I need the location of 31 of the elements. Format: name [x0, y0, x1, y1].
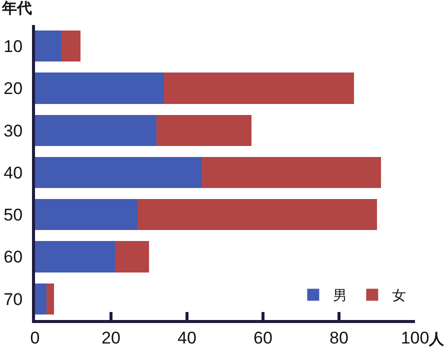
legend-label: 女	[392, 288, 406, 304]
x-tick-label: 80	[330, 328, 348, 348]
bar	[35, 114, 157, 146]
bar	[35, 241, 115, 272]
bar	[62, 30, 81, 62]
bar	[164, 72, 354, 104]
x-tick-label: 0	[30, 328, 40, 348]
y-tick-label: 30	[4, 121, 23, 140]
legend-label: 男	[333, 288, 348, 304]
bar	[114, 241, 149, 272]
bar	[46, 283, 54, 315]
x-tick-label: 20	[102, 328, 120, 348]
x-tick-label: 100	[400, 328, 430, 348]
y-axis-title: 年代	[1, 0, 32, 17]
x-tick-label: 60	[254, 328, 272, 348]
y-tick-label: 70	[4, 290, 23, 309]
bar	[35, 283, 46, 315]
bar	[35, 156, 202, 188]
bar	[156, 114, 252, 146]
bar	[202, 156, 381, 188]
y-tick-label: 20	[4, 79, 23, 98]
bar	[138, 199, 377, 230]
x-axis-title: 人	[428, 330, 445, 348]
y-tick-label: 60	[4, 248, 23, 267]
bar	[35, 30, 62, 62]
y-tick-label: 40	[4, 163, 23, 182]
bar	[35, 72, 164, 104]
y-tick-label: 10	[4, 37, 23, 56]
x-tick-label: 40	[178, 328, 196, 348]
bar	[35, 199, 138, 230]
y-tick-label: 50	[4, 206, 23, 225]
